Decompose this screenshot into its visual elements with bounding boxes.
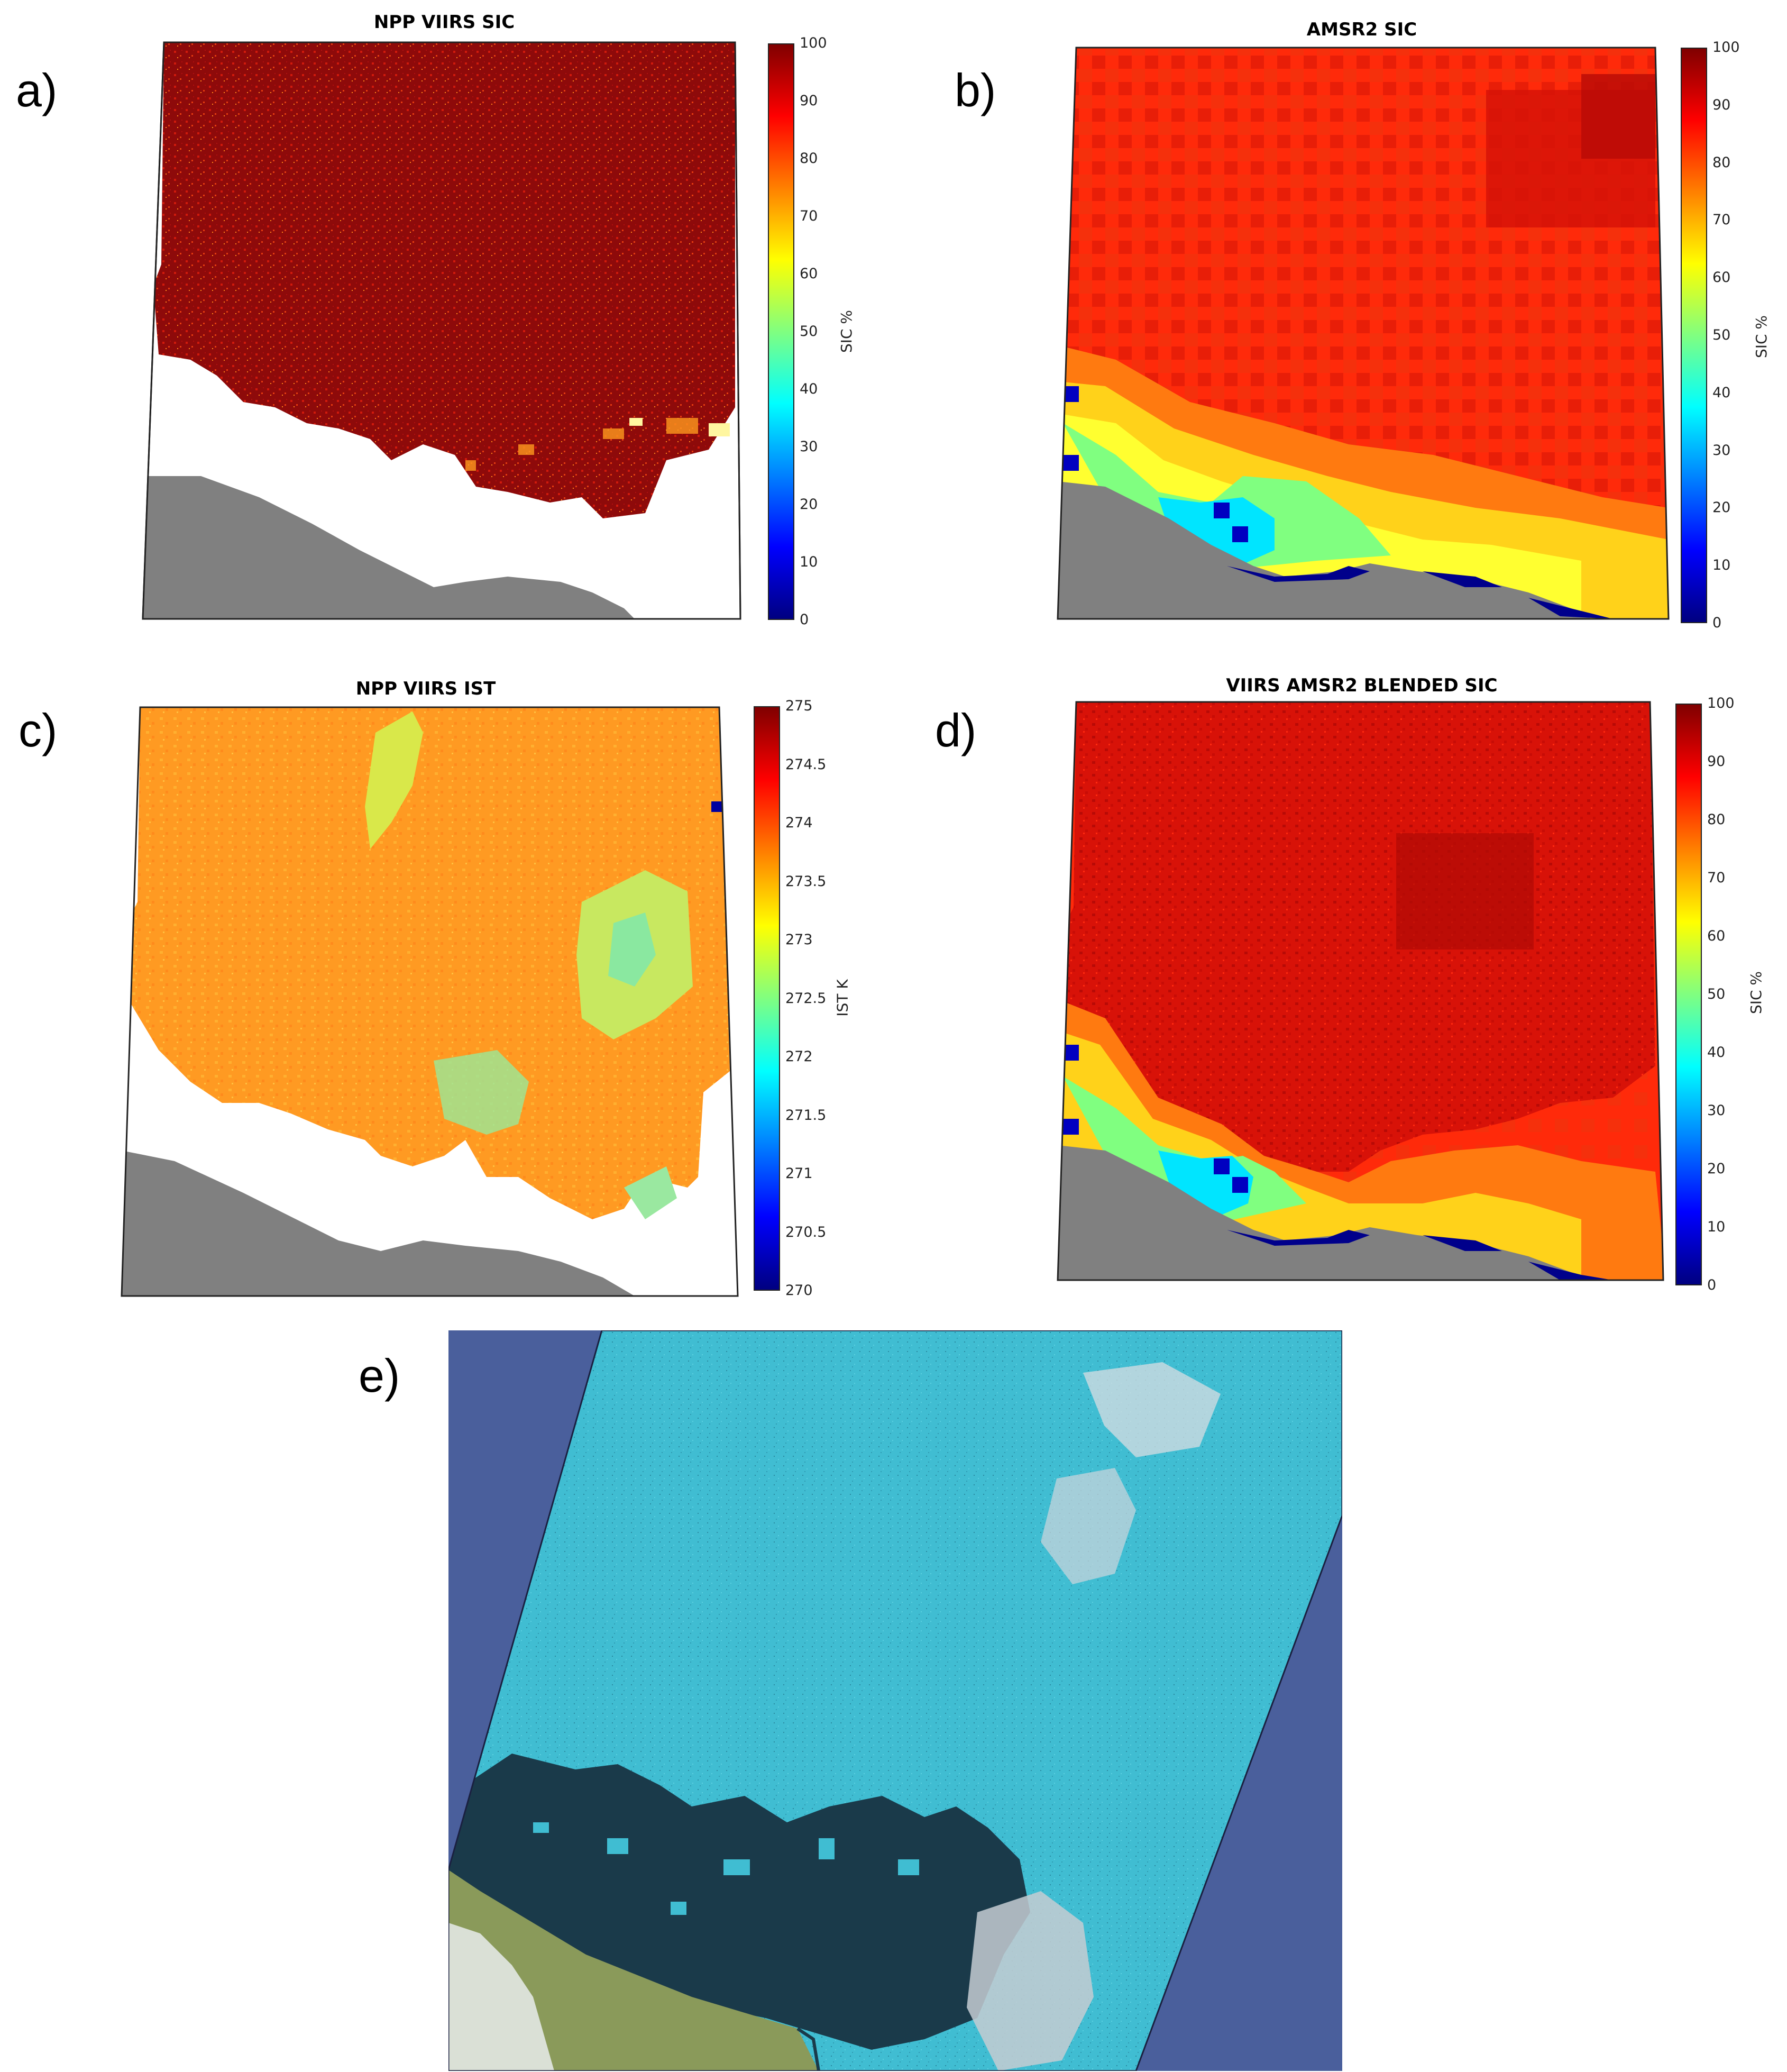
colorbar-tick-label: 30 [1712, 442, 1731, 459]
colorbar-tick-label: 274.5 [785, 756, 827, 773]
panel-d-unit: SIC % [1747, 971, 1765, 1015]
panel-c-label: c) [19, 704, 58, 756]
colorbar-tick-label: 50 [1707, 986, 1726, 1002]
colorbar-tick-label: 270.5 [785, 1224, 827, 1240]
colorbar-tick-label: 20 [800, 496, 818, 513]
colorbar-tick-label: 0 [1712, 615, 1722, 631]
panel-b-title: AMSR2 SIC [1306, 19, 1417, 40]
colorbar-tick-label: 100 [1712, 39, 1740, 56]
colorbar-tick-label: 90 [1707, 753, 1726, 770]
colorbar-tick-label: 60 [1707, 928, 1726, 944]
colorbar-tick-label: 100 [800, 35, 827, 51]
colorbar-tick-label: 60 [800, 266, 818, 282]
panel-d-map [1057, 701, 1664, 1281]
panel-a-colorbar [768, 43, 794, 620]
colorbar-tick-label: 0 [1707, 1277, 1717, 1293]
panel-c-map [121, 706, 739, 1297]
colorbar-tick-label: 273 [785, 932, 813, 948]
colorbar-tick-label: 10 [800, 554, 818, 570]
colorbar-tick-label: 273.5 [785, 873, 827, 890]
panel-b-unit: SIC % [1753, 315, 1771, 359]
colorbar-tick-label: 20 [1712, 499, 1731, 516]
colorbar-tick-label: 272.5 [785, 990, 827, 1007]
colorbar-tick-label: 70 [1712, 212, 1731, 229]
colorbar-tick-label: 10 [1707, 1219, 1726, 1235]
panel-b-map [1057, 47, 1670, 620]
colorbar-tick-label: 100 [1707, 695, 1735, 711]
colorbar-tick-label: 10 [1712, 557, 1731, 574]
panel-a-title: NPP VIIRS SIC [373, 12, 515, 33]
colorbar-tick-label: 90 [800, 93, 818, 109]
colorbar-tick-label: 0 [800, 611, 809, 628]
colorbar-tick-label: 40 [800, 381, 818, 397]
colorbar-tick-label: 30 [800, 439, 818, 455]
colorbar-tick-label: 70 [1707, 870, 1726, 886]
colorbar-tick-label: 80 [1712, 154, 1731, 171]
colorbar-tick-label: 20 [1707, 1161, 1726, 1177]
panel-d-title: VIIRS AMSR2 BLENDED SIC [1226, 675, 1498, 696]
colorbar-tick-label: 50 [1712, 327, 1731, 343]
panel-e-satellite-image [448, 1330, 1342, 2071]
colorbar-tick-label: 274 [785, 815, 813, 831]
colorbar-tick-label: 30 [1707, 1102, 1726, 1119]
colorbar-tick-label: 90 [1712, 96, 1731, 113]
panel-d-label: d) [935, 704, 977, 756]
colorbar-tick-label: 275 [785, 698, 813, 714]
panel-a-label: a) [16, 64, 58, 116]
colorbar-tick-label: 271 [785, 1165, 813, 1182]
panel-c-unit: IST K [833, 979, 851, 1017]
colorbar-tick-label: 40 [1707, 1044, 1726, 1061]
colorbar-tick-label: 50 [800, 323, 818, 340]
colorbar-tick-label: 270 [785, 1282, 813, 1299]
panel-c-colorbar [754, 706, 780, 1291]
panel-e-label: e) [359, 1349, 400, 1402]
colorbar-tick-label: 60 [1712, 269, 1731, 286]
panel-b-colorbar [1681, 48, 1707, 623]
panel-a-unit: SIC % [838, 309, 856, 353]
panel-b-label: b) [955, 64, 996, 116]
panel-a-map [142, 41, 741, 620]
panel-c-title: NPP VIIRS IST [355, 678, 496, 699]
colorbar-tick-label: 70 [800, 208, 818, 224]
colorbar-tick-label: 272 [785, 1048, 813, 1065]
panel-d-colorbar [1675, 704, 1702, 1285]
colorbar-tick-label: 271.5 [785, 1107, 827, 1124]
colorbar-tick-label: 80 [1707, 811, 1726, 828]
colorbar-tick-label: 80 [800, 150, 818, 167]
colorbar-tick-label: 40 [1712, 384, 1731, 401]
